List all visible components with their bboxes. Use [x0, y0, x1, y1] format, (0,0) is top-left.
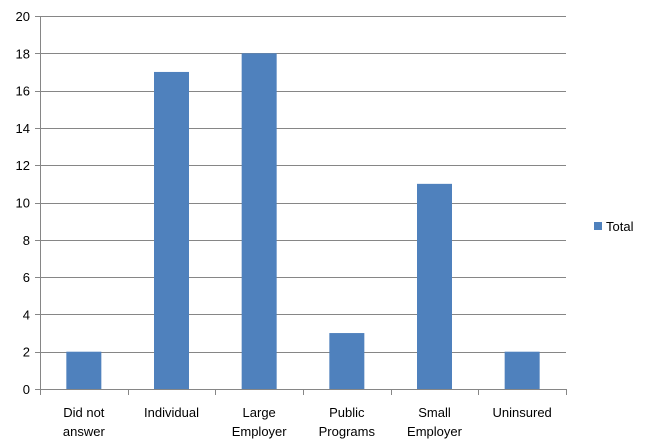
- bar-individual: [154, 71, 189, 389]
- y-tick-label-20: 20: [16, 9, 30, 24]
- x-axis-category-labels: Did not answer Individual Large Employer Publ…: [63, 405, 552, 439]
- bar-large-employer: [241, 53, 277, 390]
- y-tick-label-18: 18: [16, 46, 30, 61]
- bar-did-not-answer: [66, 351, 102, 389]
- y-tick-label-12: 12: [16, 158, 30, 173]
- x-category-label-uninsured: Uninsured: [493, 405, 552, 420]
- x-category-label-did-not-answer: Did not answer: [63, 405, 106, 439]
- y-tick-label-6: 6: [23, 270, 30, 285]
- bar-uninsured: [504, 351, 540, 389]
- y-axis-tick-labels: 0 2 4 6 8 10 12 14 16 18 20: [16, 9, 30, 397]
- legend-swatch-total: [594, 222, 602, 230]
- x-category-label-public-programs: Public Programs: [319, 405, 376, 439]
- y-tick-label-0: 0: [23, 382, 30, 397]
- bar-small-employer: [417, 183, 452, 389]
- y-tick-label-14: 14: [16, 121, 30, 136]
- x-category-label-large-employer: Large Employer: [232, 405, 288, 439]
- x-category-label-individual: Individual: [144, 405, 199, 420]
- y-tick-label-2: 2: [23, 345, 30, 360]
- legend-label-total: Total: [606, 219, 634, 234]
- legend: Total: [594, 219, 634, 234]
- y-tick-label-10: 10: [16, 196, 30, 211]
- axes: [35, 16, 567, 395]
- y-tick-label-16: 16: [16, 84, 30, 99]
- y-tick-label-4: 4: [23, 307, 30, 322]
- y-tick-label-8: 8: [23, 233, 30, 248]
- gridlines: [40, 16, 566, 353]
- bars: [66, 53, 540, 390]
- x-category-label-small-employer: Small Employer: [407, 405, 463, 439]
- bar-public-programs: [329, 333, 365, 389]
